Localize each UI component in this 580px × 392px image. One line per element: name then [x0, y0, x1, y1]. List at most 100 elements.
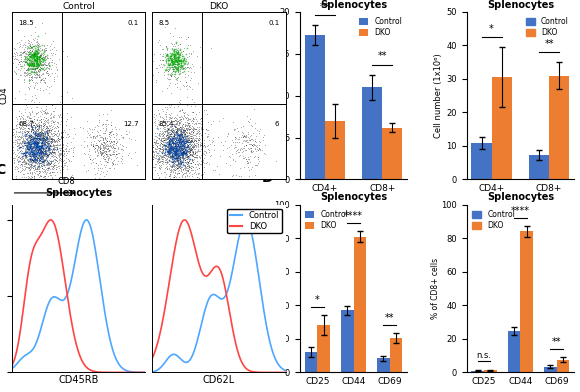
Point [33, 44, 42, 50]
Point [33, 53, 42, 59]
Point [178, 59, 187, 65]
Point [43, 159, 52, 165]
Point [53, 144, 62, 151]
Point [42, 54, 52, 60]
Point [179, 149, 188, 155]
Point [23, 62, 32, 68]
Point [25, 140, 34, 146]
Point [167, 129, 176, 135]
Point [177, 150, 186, 156]
Point [102, 138, 111, 144]
Point [53, 163, 62, 170]
Point [169, 163, 178, 169]
Point [30, 99, 39, 105]
Point [81, 151, 90, 157]
Point [35, 143, 44, 149]
Point [172, 156, 182, 162]
Point [34, 136, 44, 142]
Point [9, 126, 19, 132]
Point [171, 135, 180, 142]
Point [188, 109, 198, 115]
Point [33, 155, 42, 161]
Point [24, 146, 33, 152]
Point [11, 133, 20, 139]
Point [37, 145, 46, 151]
Point [24, 139, 33, 145]
Point [177, 131, 186, 137]
Point [32, 136, 41, 142]
Point [176, 116, 186, 122]
Point [55, 131, 64, 138]
Point [190, 180, 199, 186]
Point [171, 158, 180, 164]
Point [166, 115, 175, 121]
Point [33, 132, 42, 139]
Point [172, 155, 182, 162]
Point [32, 142, 41, 148]
Point [183, 138, 192, 145]
Point [169, 148, 178, 154]
Point [169, 168, 178, 174]
Point [197, 125, 206, 132]
Point [38, 154, 48, 160]
Point [30, 74, 39, 80]
Point [167, 151, 176, 157]
Point [164, 145, 173, 152]
Point [48, 140, 57, 147]
Point [50, 70, 59, 76]
Point [196, 161, 205, 167]
Point [21, 144, 31, 150]
Point [243, 156, 252, 162]
Point [38, 59, 47, 65]
Point [43, 60, 52, 67]
Point [176, 138, 186, 145]
Text: CD8: CD8 [58, 177, 75, 186]
Point [28, 36, 38, 42]
Point [171, 145, 180, 151]
Point [176, 140, 186, 147]
Point [165, 147, 175, 153]
Point [197, 158, 206, 164]
Point [164, 149, 173, 156]
Point [132, 162, 141, 168]
Point [182, 154, 191, 160]
Point [44, 143, 53, 149]
Point [179, 143, 188, 149]
Point [46, 172, 55, 178]
Point [41, 75, 50, 81]
Point [154, 156, 164, 163]
Point [143, 176, 152, 182]
Point [49, 162, 59, 169]
Point [166, 62, 175, 68]
Point [170, 132, 179, 138]
Point [38, 150, 48, 156]
Point [37, 126, 46, 132]
Point [14, 136, 24, 142]
Point [38, 145, 48, 151]
Point [32, 144, 41, 151]
Point [148, 154, 158, 160]
Point [160, 139, 169, 145]
Point [98, 135, 107, 141]
Point [17, 125, 27, 132]
Y-axis label: % of CD8+ cells: % of CD8+ cells [431, 258, 440, 319]
Point [169, 55, 178, 62]
Point [34, 50, 43, 56]
Point [165, 152, 174, 158]
Point [173, 137, 182, 143]
Point [23, 129, 32, 135]
Point [171, 117, 180, 123]
Point [60, 162, 69, 168]
Point [54, 151, 63, 158]
Point [26, 62, 35, 68]
Point [21, 56, 30, 62]
Point [187, 146, 197, 152]
Point [35, 158, 45, 164]
Point [29, 56, 38, 62]
Point [165, 60, 174, 66]
Point [20, 152, 30, 158]
Point [219, 147, 228, 153]
Point [28, 63, 37, 69]
Point [37, 136, 46, 142]
Point [235, 136, 244, 143]
